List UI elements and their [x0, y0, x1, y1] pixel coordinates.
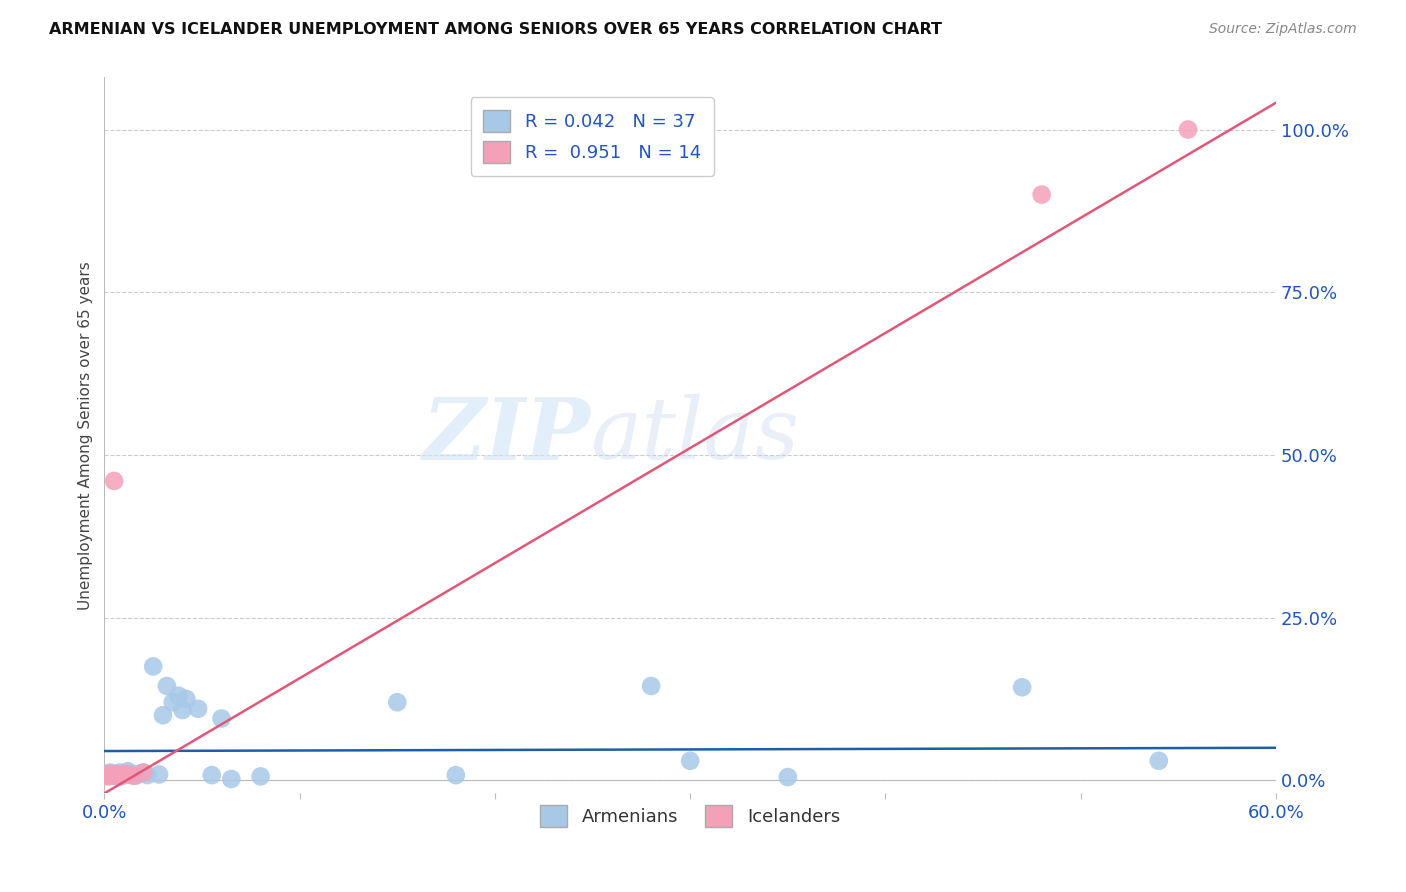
Point — [98, 765, 121, 780]
Point — [103, 769, 125, 783]
Point — [122, 769, 145, 783]
Point — [211, 711, 233, 725]
Point — [117, 764, 139, 779]
Y-axis label: Unemployment Among Seniors over 65 years: Unemployment Among Seniors over 65 years — [79, 261, 93, 610]
Point — [98, 767, 121, 781]
Point — [148, 767, 170, 781]
Point — [249, 769, 271, 783]
Point — [201, 768, 224, 782]
Point — [103, 474, 125, 488]
Point — [136, 768, 159, 782]
Point — [1147, 754, 1170, 768]
Point — [1031, 187, 1053, 202]
Point — [176, 692, 198, 706]
Point — [112, 768, 135, 782]
Point — [97, 768, 120, 782]
Point — [112, 767, 135, 781]
Point — [152, 708, 174, 723]
Point — [162, 695, 184, 709]
Point — [108, 769, 131, 783]
Point — [107, 769, 129, 783]
Point — [776, 770, 799, 784]
Text: ARMENIAN VS ICELANDER UNEMPLOYMENT AMONG SENIORS OVER 65 YEARS CORRELATION CHART: ARMENIAN VS ICELANDER UNEMPLOYMENT AMONG… — [49, 22, 942, 37]
Point — [387, 695, 409, 709]
Legend: Armenians, Icelanders: Armenians, Icelanders — [533, 798, 848, 834]
Point — [167, 689, 190, 703]
Point — [117, 767, 139, 781]
Point — [122, 767, 145, 781]
Point — [679, 754, 702, 768]
Point — [187, 702, 209, 716]
Text: atlas: atlas — [591, 394, 800, 476]
Point — [1011, 680, 1033, 694]
Text: ZIP: ZIP — [423, 393, 591, 477]
Point — [118, 766, 141, 780]
Point — [101, 767, 124, 781]
Point — [156, 679, 179, 693]
Point — [132, 765, 155, 780]
Point — [221, 772, 243, 786]
Point — [105, 767, 128, 781]
Point — [444, 768, 467, 782]
Point — [124, 769, 146, 783]
Point — [108, 765, 131, 780]
Point — [101, 769, 124, 783]
Point — [97, 769, 120, 783]
Point — [96, 767, 118, 781]
Point — [96, 768, 118, 782]
Point — [111, 767, 134, 781]
Text: Source: ZipAtlas.com: Source: ZipAtlas.com — [1209, 22, 1357, 37]
Point — [1177, 122, 1199, 136]
Point — [105, 767, 128, 781]
Point — [128, 767, 150, 781]
Point — [172, 703, 194, 717]
Point — [107, 769, 129, 783]
Point — [132, 765, 155, 780]
Point — [640, 679, 662, 693]
Point — [142, 659, 165, 673]
